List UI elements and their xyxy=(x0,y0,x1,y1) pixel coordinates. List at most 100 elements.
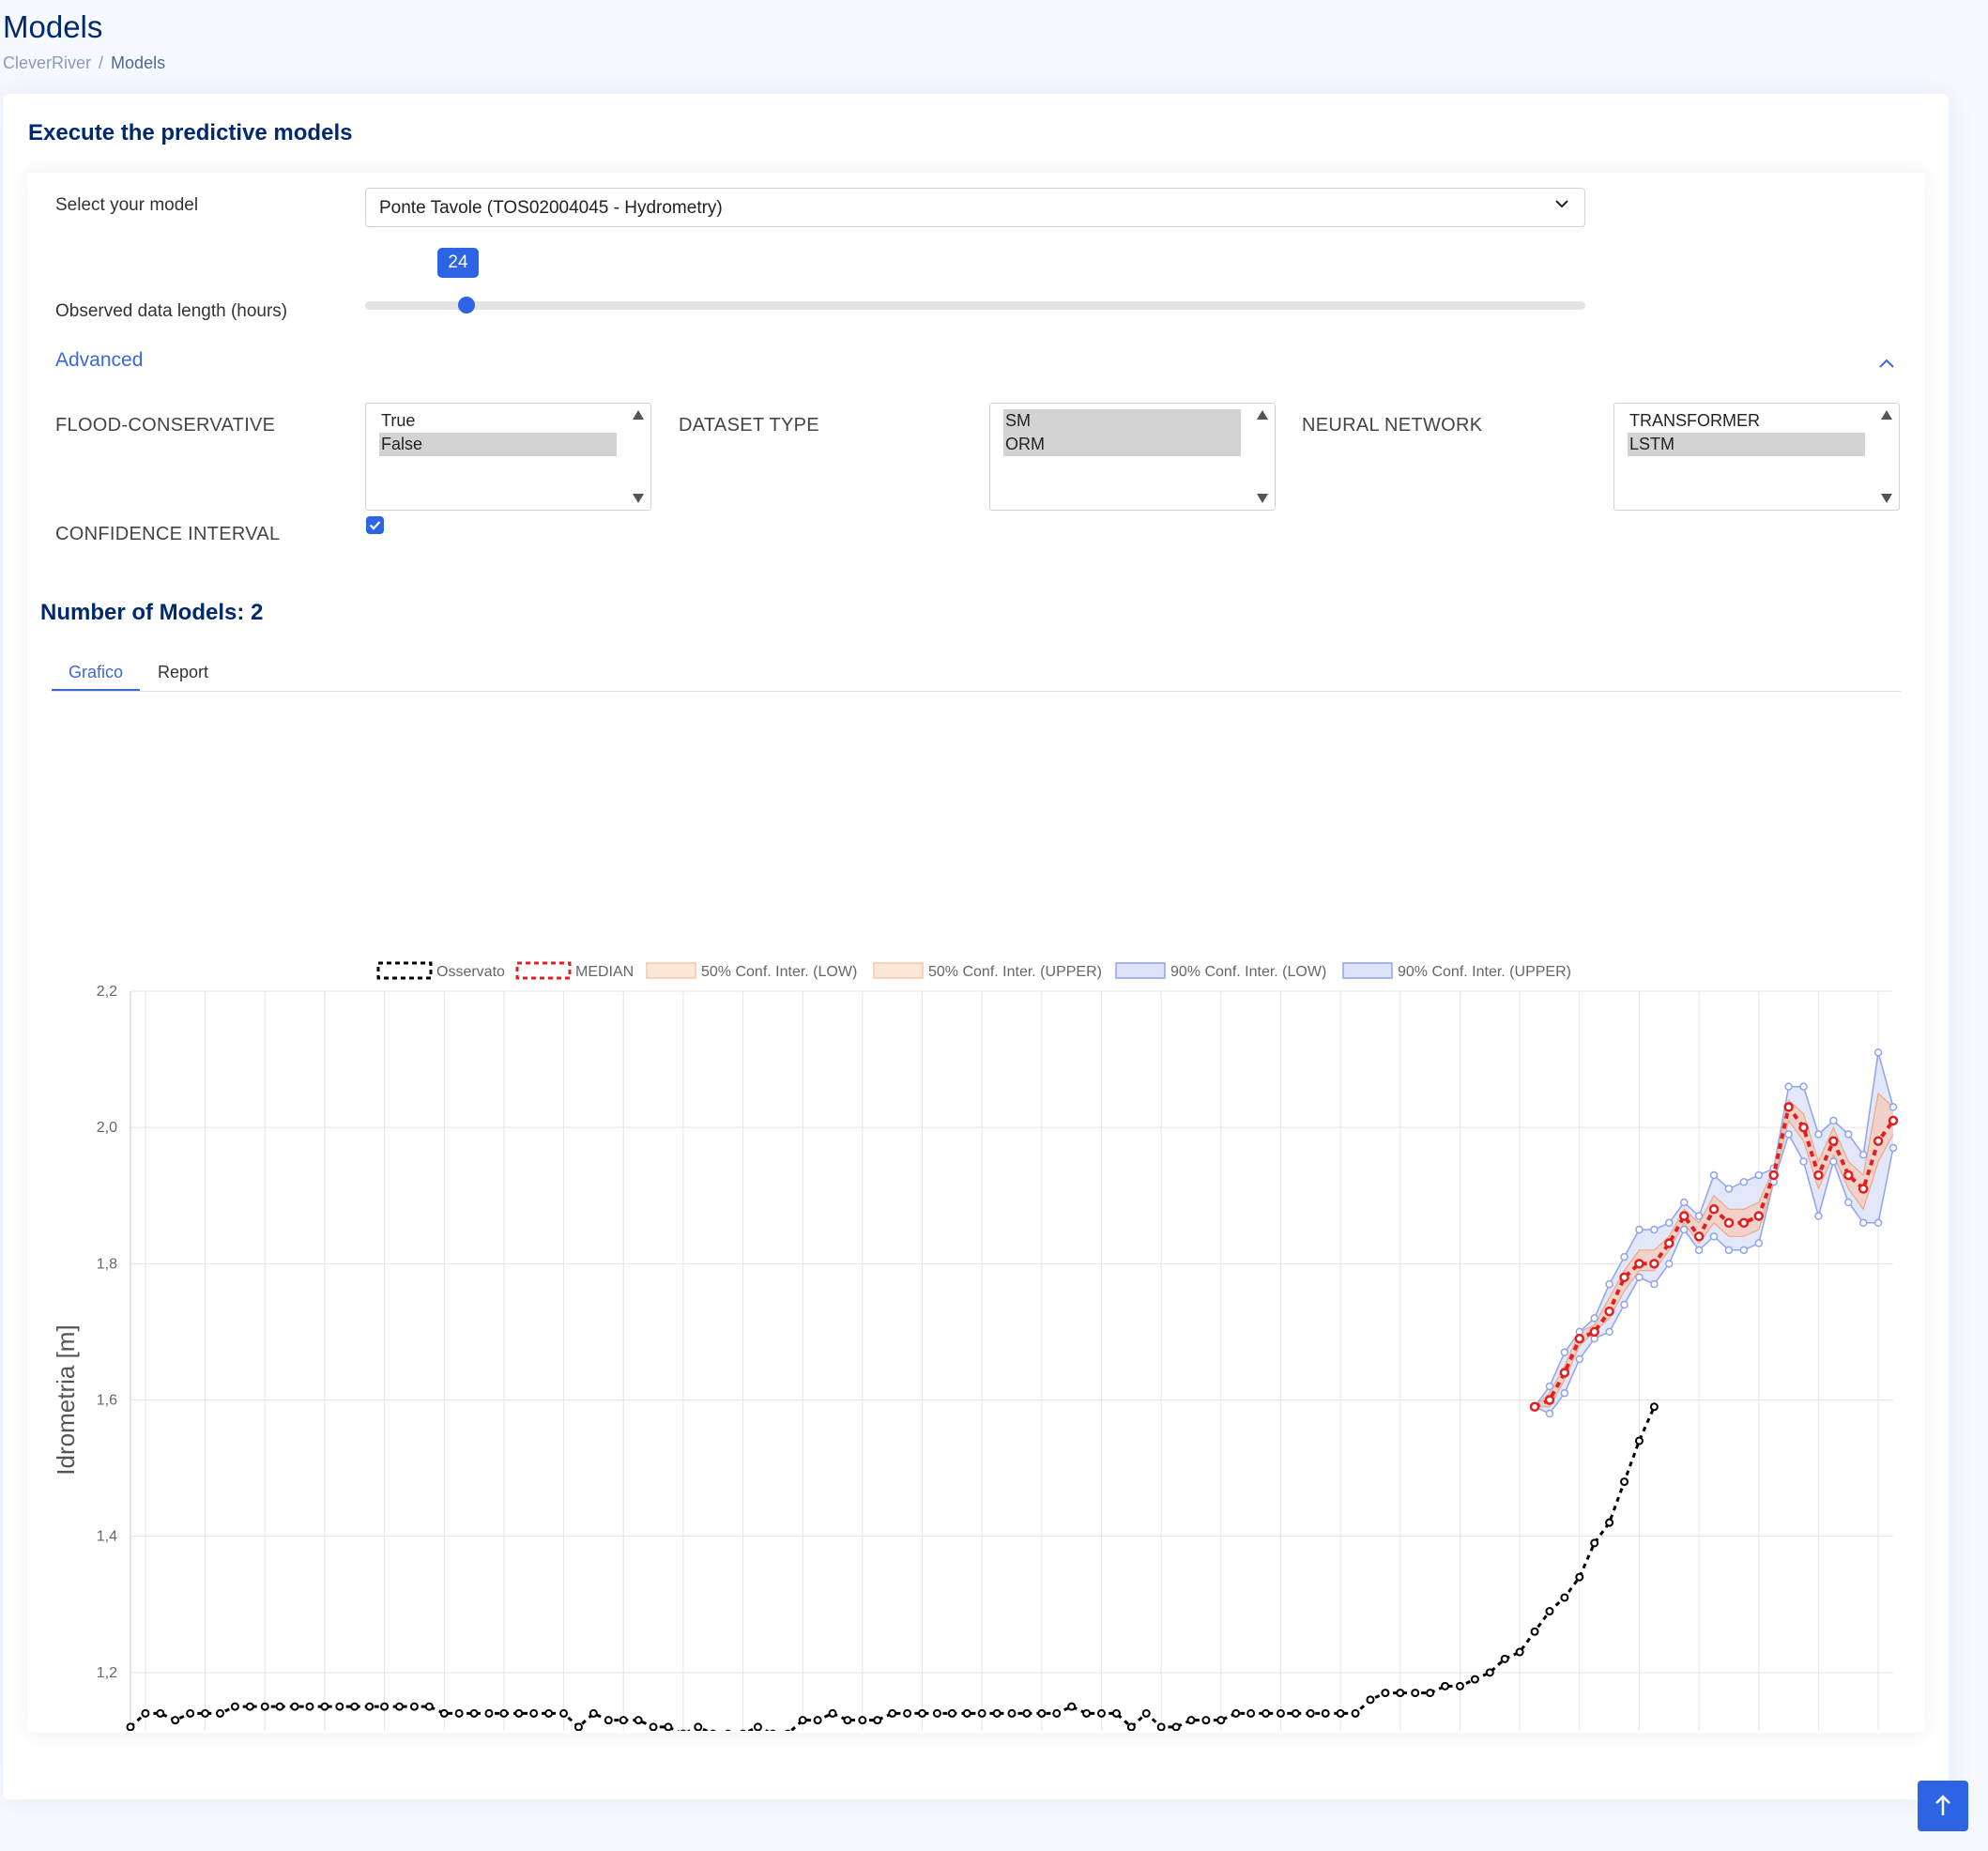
breadcrumb: CleverRiver / Models xyxy=(3,54,165,73)
y-tick-label: 2,0 xyxy=(97,1120,117,1136)
option-true[interactable]: True xyxy=(381,411,416,430)
ci90-point xyxy=(1873,1048,1883,1057)
y-tick-label: 2,2 xyxy=(97,984,117,1000)
observed-point xyxy=(1455,1681,1464,1690)
median-point xyxy=(1828,1136,1839,1146)
observed-point xyxy=(1022,1708,1032,1718)
observed-point xyxy=(1007,1708,1017,1718)
ci90-point xyxy=(1635,1225,1644,1234)
observed-point xyxy=(1037,1708,1047,1718)
ci90-point xyxy=(1605,1327,1613,1337)
hydrometry-chart: 1,01,21,41,61,82,02,27AM8AM9AM10AM11AM12… xyxy=(52,961,1899,1731)
tab-report[interactable]: Report xyxy=(158,663,209,681)
observed-point xyxy=(1096,1708,1106,1718)
ci90-point xyxy=(1665,1218,1674,1228)
median-point xyxy=(1604,1306,1614,1317)
ci90-point xyxy=(1858,1150,1868,1159)
observed-point xyxy=(1156,1722,1166,1731)
observed-point xyxy=(918,1708,927,1718)
median-point xyxy=(1678,1211,1690,1221)
observed-point xyxy=(1441,1681,1450,1690)
scroll-down-icon[interactable] xyxy=(1256,493,1269,504)
observed-point xyxy=(573,1722,583,1731)
median-point xyxy=(1888,1115,1899,1126)
observed-point xyxy=(1396,1689,1405,1698)
scroll-down-icon[interactable] xyxy=(632,493,645,504)
ci90-point xyxy=(1545,1409,1554,1418)
observed-point xyxy=(230,1702,239,1711)
legend-swatch xyxy=(646,962,696,979)
confidence-interval-label: CONFIDENCE INTERVAL xyxy=(55,524,281,544)
observed-length-slider[interactable] xyxy=(365,301,1585,310)
median-point xyxy=(1753,1211,1765,1221)
option-false[interactable]: False xyxy=(379,433,617,456)
ci90-point xyxy=(1694,1246,1704,1255)
observed-point xyxy=(350,1702,359,1711)
median-point xyxy=(1544,1395,1555,1405)
advanced-toggle[interactable]: Advanced xyxy=(55,349,144,371)
legend-label: Osservato xyxy=(436,964,505,980)
ci90-point xyxy=(1829,1116,1838,1125)
observed-point xyxy=(1171,1722,1181,1731)
model-select-label: Select your model xyxy=(55,195,199,215)
observed-point xyxy=(1500,1654,1509,1663)
observed-point xyxy=(1126,1722,1136,1731)
scroll-down-icon[interactable] xyxy=(1880,493,1893,504)
observed-point xyxy=(260,1702,269,1711)
scroll-up-icon[interactable] xyxy=(1256,409,1269,421)
model-select[interactable]: Ponte Tavole (TOS02004045 - Hydrometry) xyxy=(365,188,1585,227)
option-transformer[interactable]: TRANSFORMER xyxy=(1629,411,1760,430)
page-title: Models xyxy=(3,9,103,44)
observed-point xyxy=(1052,1708,1062,1718)
option-sm[interactable]: SM xyxy=(1003,409,1241,433)
ci90-point xyxy=(1814,1212,1823,1220)
ci90-point xyxy=(1858,1218,1868,1228)
observed-point xyxy=(1201,1716,1211,1725)
ci90-point xyxy=(1739,1177,1749,1186)
breadcrumb-home[interactable]: CleverRiver xyxy=(3,54,92,72)
option-lstm[interactable]: LSTM xyxy=(1628,433,1865,456)
observed-point xyxy=(290,1702,299,1711)
chevron-up-icon[interactable] xyxy=(1876,353,1897,374)
option-orm[interactable]: ORM xyxy=(1003,433,1241,456)
observed-point xyxy=(1620,1477,1629,1487)
observed-point xyxy=(858,1716,867,1725)
y-tick-label: 1,8 xyxy=(97,1256,117,1272)
observed-point xyxy=(215,1708,224,1718)
active-tab-indicator xyxy=(52,689,140,691)
y-tick-label: 1,2 xyxy=(97,1665,117,1681)
observed-point xyxy=(141,1708,150,1718)
observed-point xyxy=(1381,1689,1390,1698)
tab-grafico[interactable]: Grafico xyxy=(69,663,124,681)
ci50-upper-line xyxy=(1534,1092,1894,1408)
observed-point xyxy=(589,1708,598,1718)
median-point xyxy=(1693,1231,1705,1242)
ci90-point xyxy=(1560,1388,1569,1398)
legend-label: 90% Conf. Inter. (LOW) xyxy=(1170,964,1326,980)
median-point xyxy=(1649,1259,1659,1269)
scroll-top-button[interactable] xyxy=(1918,1781,1968,1831)
scroll-up-icon[interactable] xyxy=(1880,409,1893,421)
ci90-point xyxy=(1799,1157,1808,1166)
slider-thumb[interactable] xyxy=(458,297,475,314)
scroll-up-icon[interactable] xyxy=(632,409,645,421)
legend-label: 90% Conf. Inter. (UPPER) xyxy=(1398,964,1571,980)
neural-network-listbox[interactable]: TRANSFORMER LSTM xyxy=(1613,403,1900,511)
observed-point xyxy=(992,1708,1002,1718)
observed-point xyxy=(394,1702,404,1711)
ci90-point xyxy=(1679,1225,1689,1234)
breadcrumb-current: Models xyxy=(111,54,166,72)
neural-network-label: NEURAL NETWORK xyxy=(1302,415,1483,436)
observed-point xyxy=(1366,1695,1375,1705)
observed-point xyxy=(1560,1593,1569,1602)
observed-point xyxy=(1470,1675,1479,1684)
ci90-point xyxy=(1650,1279,1659,1289)
median-point xyxy=(1843,1170,1854,1181)
breadcrumb-separator: / xyxy=(99,54,104,72)
observed-point xyxy=(1067,1702,1077,1711)
flood-conservative-listbox[interactable]: True False xyxy=(365,403,651,511)
observed-point xyxy=(873,1716,882,1725)
dataset-type-listbox[interactable]: SM ORM xyxy=(989,403,1276,511)
confidence-interval-checkbox[interactable] xyxy=(366,516,384,534)
ci90-point xyxy=(1679,1198,1689,1207)
